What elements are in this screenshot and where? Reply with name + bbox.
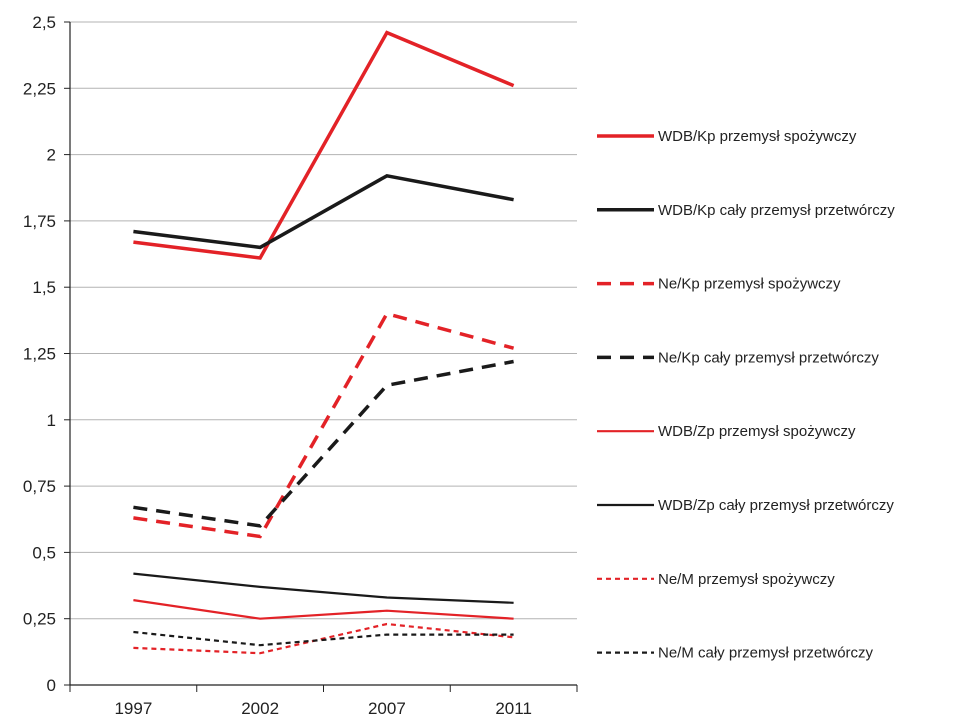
series-line-5 [133, 599, 514, 620]
series-line-7 [133, 622, 514, 655]
series-line-8 [133, 630, 514, 647]
y-tick-label: 1,5 [32, 278, 56, 297]
y-tick-label: 1,75 [23, 212, 56, 231]
y-tick-label: 0,75 [23, 477, 56, 496]
legend-label: Ne/Kp przemysł spożywczy [658, 276, 841, 293]
y-tick-label: 0 [47, 676, 56, 695]
series-line-6 [133, 572, 514, 604]
legend-item: WDB/Kp przemysł spożywczy [597, 128, 857, 145]
x-tick-label: 2002 [241, 699, 279, 718]
legend-item: WDB/Kp cały przemysł przetwórczy [597, 202, 895, 219]
legend-item: WDB/Zp cały przemysł przetwórczy [597, 497, 894, 514]
series-line-2 [133, 173, 514, 250]
x-tick-label: 2011 [495, 699, 532, 718]
legend-label: WDB/Kp cały przemysł przetwórczy [658, 202, 895, 219]
x-tick-label: 1997 [114, 699, 152, 718]
gridlines [70, 21, 577, 620]
series-line-3 [133, 311, 515, 539]
y-tick-label: 2,25 [23, 79, 56, 98]
series-lines [133, 30, 515, 655]
y-tick-label: 2 [47, 146, 56, 165]
x-tick-label: 2007 [368, 699, 406, 718]
legend-item: Ne/Kp przemysł spożywczy [597, 276, 841, 293]
series-line-4 [133, 359, 514, 528]
legend-label: Ne/M cały przemysł przetwórczy [658, 645, 874, 662]
legend-label: WDB/Kp przemysł spożywczy [658, 128, 857, 145]
y-tick-label: 2,5 [32, 13, 56, 32]
y-tick-label: 0,5 [32, 543, 56, 562]
legend-item: Ne/Kp cały przemysł przetwórczy [597, 349, 879, 366]
legend-item: Ne/M cały przemysł przetwórczy [597, 645, 874, 662]
x-tick-labels: 1997 2002 2007 2011 [114, 699, 531, 718]
legend: WDB/Kp przemysł spożywczy WDB/Kp cały prz… [597, 128, 895, 662]
legend-item: WDB/Zp przemysł spożywczy [597, 423, 856, 440]
series-line-1 [133, 30, 515, 260]
axes [64, 21, 578, 692]
y-tick-label: 1 [47, 411, 56, 430]
legend-label: WDB/Zp cały przemysł przetwórczy [658, 497, 894, 514]
legend-label: Ne/Kp cały przemysł przetwórczy [658, 349, 879, 366]
y-tick-label: 1,25 [23, 345, 56, 364]
legend-label: Ne/M przemysł spożywczy [658, 571, 835, 588]
legend-label: WDB/Zp przemysł spożywczy [658, 423, 856, 440]
y-tick-labels: 0 0,25 0,5 0,75 1 1,25 1,5 1,75 2 2,25 2,5 [23, 13, 56, 695]
legend-item: Ne/M przemysł spożywczy [597, 571, 835, 588]
y-tick-label: 0,25 [23, 610, 56, 629]
